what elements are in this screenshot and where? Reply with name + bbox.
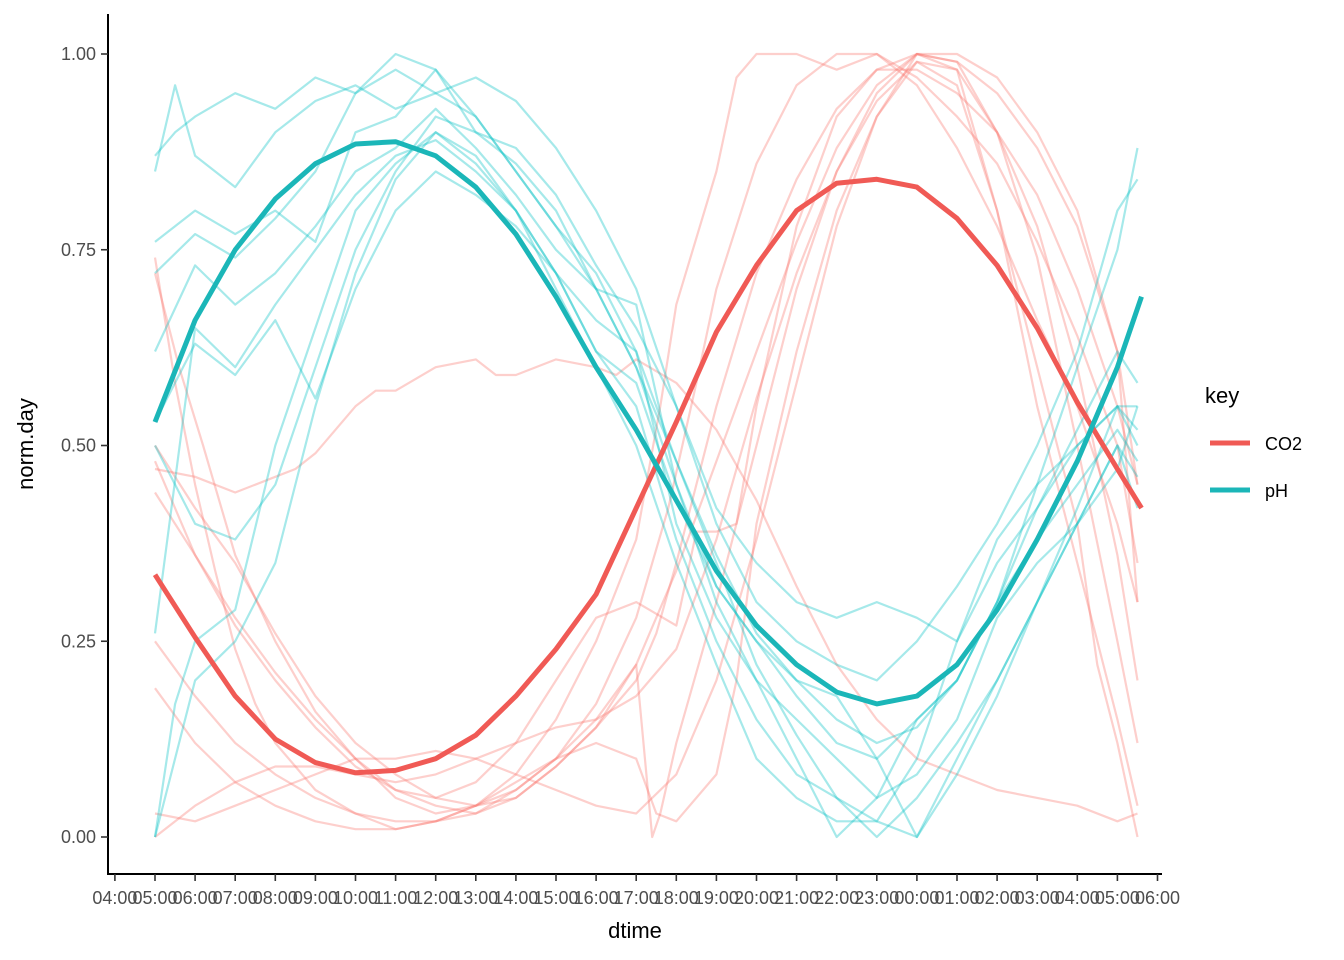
legend: key CO2 pH bbox=[1205, 383, 1302, 501]
trace-line-ph-5 bbox=[154, 107, 1139, 799]
trace-line-co2-8 bbox=[154, 52, 1139, 823]
x-tick-label: 23:00 bbox=[854, 888, 899, 908]
x-tick-label: 05:00 bbox=[132, 888, 177, 908]
legend-title: key bbox=[1205, 383, 1239, 408]
x-tick-label: 08:00 bbox=[253, 888, 298, 908]
y-axis-title: norm.day bbox=[13, 398, 38, 490]
x-tick-label: 06:00 bbox=[173, 888, 218, 908]
x-tick-label: 18:00 bbox=[654, 888, 699, 908]
x-tick-label: 02:00 bbox=[975, 888, 1020, 908]
x-tick-label: 22:00 bbox=[814, 888, 859, 908]
x-axis-title: dtime bbox=[608, 918, 662, 943]
x-tick-label: 12:00 bbox=[413, 888, 458, 908]
trace-line-co2-2 bbox=[153, 52, 1139, 815]
x-tick-label: 06:00 bbox=[1135, 888, 1180, 908]
y-tick-label: 0.00 bbox=[61, 827, 96, 847]
trace-line-co2-6 bbox=[154, 52, 1139, 839]
y-tick-label: 0.25 bbox=[61, 631, 96, 651]
x-tick-label: 01:00 bbox=[934, 888, 979, 908]
x-tick-label: 07:00 bbox=[213, 888, 258, 908]
x-tick-label: 09:00 bbox=[293, 888, 338, 908]
legend-label-ph: pH bbox=[1265, 481, 1288, 501]
trace-line-co2-1 bbox=[153, 52, 1139, 831]
x-tick-label: 05:00 bbox=[1095, 888, 1140, 908]
trace-line-ph-3 bbox=[154, 68, 1138, 643]
trace-line-co2-3 bbox=[154, 52, 1139, 807]
trace-line-co2-5 bbox=[153, 52, 1139, 815]
y-tick-label: 1.00 bbox=[61, 44, 96, 64]
smooth-lines bbox=[152, 139, 1144, 776]
x-axis-ticks: 04:0005:0006:0007:0008:0009:0010:0011:00… bbox=[92, 874, 1180, 908]
trace-line-ph-9 bbox=[153, 131, 1139, 839]
x-tick-label: 03:00 bbox=[1015, 888, 1060, 908]
x-tick-label: 14:00 bbox=[493, 888, 538, 908]
x-tick-label: 20:00 bbox=[734, 888, 779, 908]
smooth-line-ph bbox=[152, 139, 1144, 707]
x-tick-label: 13:00 bbox=[453, 888, 498, 908]
y-axis-ticks: 0.00 0.25 0.50 0.75 1.00 bbox=[61, 44, 108, 847]
y-tick-label: 0.75 bbox=[61, 240, 96, 260]
x-tick-label: 17:00 bbox=[614, 888, 659, 908]
y-tick-label: 0.50 bbox=[61, 436, 96, 456]
legend-label-co2: CO2 bbox=[1265, 434, 1302, 454]
x-tick-label: 16:00 bbox=[574, 888, 619, 908]
trace-line-co2-10 bbox=[154, 68, 1139, 799]
trace-line-ph-8 bbox=[153, 131, 1139, 839]
x-tick-label: 04:00 bbox=[1055, 888, 1100, 908]
x-tick-label: 11:00 bbox=[374, 888, 418, 908]
x-tick-label: 21:00 bbox=[774, 888, 819, 908]
trace-line-co2-7 bbox=[154, 60, 1139, 831]
x-tick-label: 10:00 bbox=[333, 888, 378, 908]
trace-line-ph-2 bbox=[153, 76, 1139, 682]
x-tick-label: 00:00 bbox=[894, 888, 939, 908]
trace-line-co2-4 bbox=[154, 358, 1138, 823]
trace-line-ph-6 bbox=[154, 170, 1139, 839]
trace-line-co2-9 bbox=[154, 60, 1139, 838]
x-tick-label: 04:00 bbox=[92, 888, 137, 908]
x-tick-label: 15:00 bbox=[533, 888, 578, 908]
x-tick-label: 19:00 bbox=[694, 888, 739, 908]
